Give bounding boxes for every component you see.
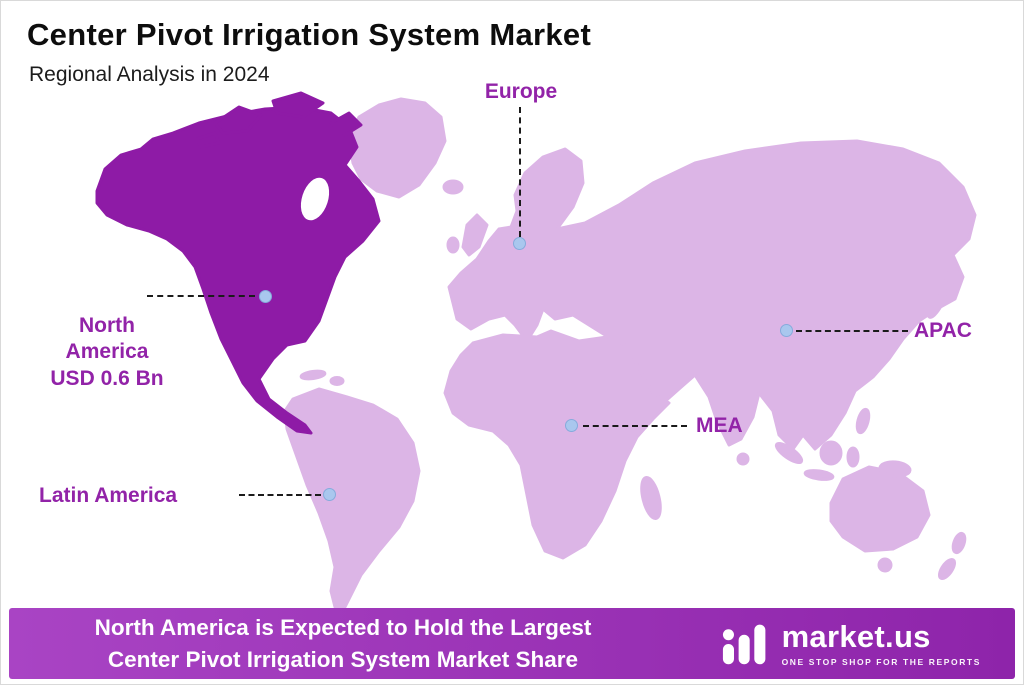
island-cuba [299, 369, 327, 381]
arctic-island-2 [271, 91, 325, 119]
map-marker-europe [513, 237, 526, 250]
footer-banner: North America is Expected to Hold the La… [9, 608, 1015, 679]
footer-caption-line1: North America is Expected to Hold the La… [94, 615, 592, 641]
map-marker-mea [565, 419, 578, 432]
marketus-logo: market.us ONE STOP SHOP FOR THE REPORTS [722, 621, 981, 667]
marketus-bars-icon [722, 624, 765, 664]
continent-africa [443, 329, 671, 560]
arctic-island-3 [329, 111, 363, 137]
footer-caption: North America is Expected to Hold the La… [37, 608, 649, 679]
island-sri-lanka [736, 452, 750, 466]
connector-line-apac [796, 330, 908, 332]
island-tasmania [877, 557, 893, 573]
island-java [803, 469, 835, 481]
island-new-zealand-south [937, 558, 957, 580]
island-japan-honshu [926, 287, 948, 319]
island-philippines [855, 407, 871, 435]
region-value-north-america: USD 0.6 Bn [50, 366, 164, 390]
island-ireland [446, 236, 460, 254]
region-name-north-america: North America [65, 314, 149, 364]
arctic-island-1 [213, 105, 263, 135]
island-sumatra [774, 441, 804, 465]
page-subtitle: Regional Analysis in 2024 [29, 63, 270, 86]
continent-eurasia [447, 139, 977, 451]
region-label-latin-america: Latin America [39, 484, 178, 507]
map-marker-latin-america [323, 488, 336, 501]
continent-australia [829, 465, 931, 553]
page-title: Center Pivot Irrigation System Market [27, 17, 592, 52]
connector-line-mea [583, 425, 687, 427]
island-new-guinea [878, 460, 912, 478]
marketus-logo-tagline: ONE STOP SHOP FOR THE REPORTS [781, 656, 981, 667]
region-label-north-america: North America USD 0.6 Bn [41, 313, 173, 392]
hudson-bay [300, 177, 330, 221]
marketus-logo-textblock: market.us ONE STOP SHOP FOR THE REPORTS [782, 621, 981, 667]
region-label-apac: APAC [914, 319, 972, 342]
continent-south-america [283, 387, 421, 609]
map-marker-north-america [259, 290, 272, 303]
region-label-mea: MEA [696, 414, 743, 437]
island-madagascar [640, 476, 662, 520]
island-japan-hokkaido [944, 266, 958, 288]
connector-line-europe [519, 107, 521, 237]
arctic-island-4 [195, 131, 221, 149]
island-hispaniola [329, 376, 345, 386]
connector-line-latin-america [239, 494, 321, 496]
region-label-europe: Europe [484, 80, 558, 103]
footer-caption-line2: Center Pivot Irrigation System Market Sh… [107, 646, 579, 672]
island-great-britain [461, 213, 489, 257]
map-marker-apac [780, 324, 793, 337]
island-borneo [819, 440, 843, 466]
island-new-zealand-north [951, 531, 967, 555]
continent-greenland [347, 97, 447, 199]
island-iceland [442, 179, 464, 195]
island-sulawesi [846, 446, 860, 468]
connector-line-north-america [147, 295, 255, 297]
marketus-logo-text: market.us [781, 618, 931, 654]
